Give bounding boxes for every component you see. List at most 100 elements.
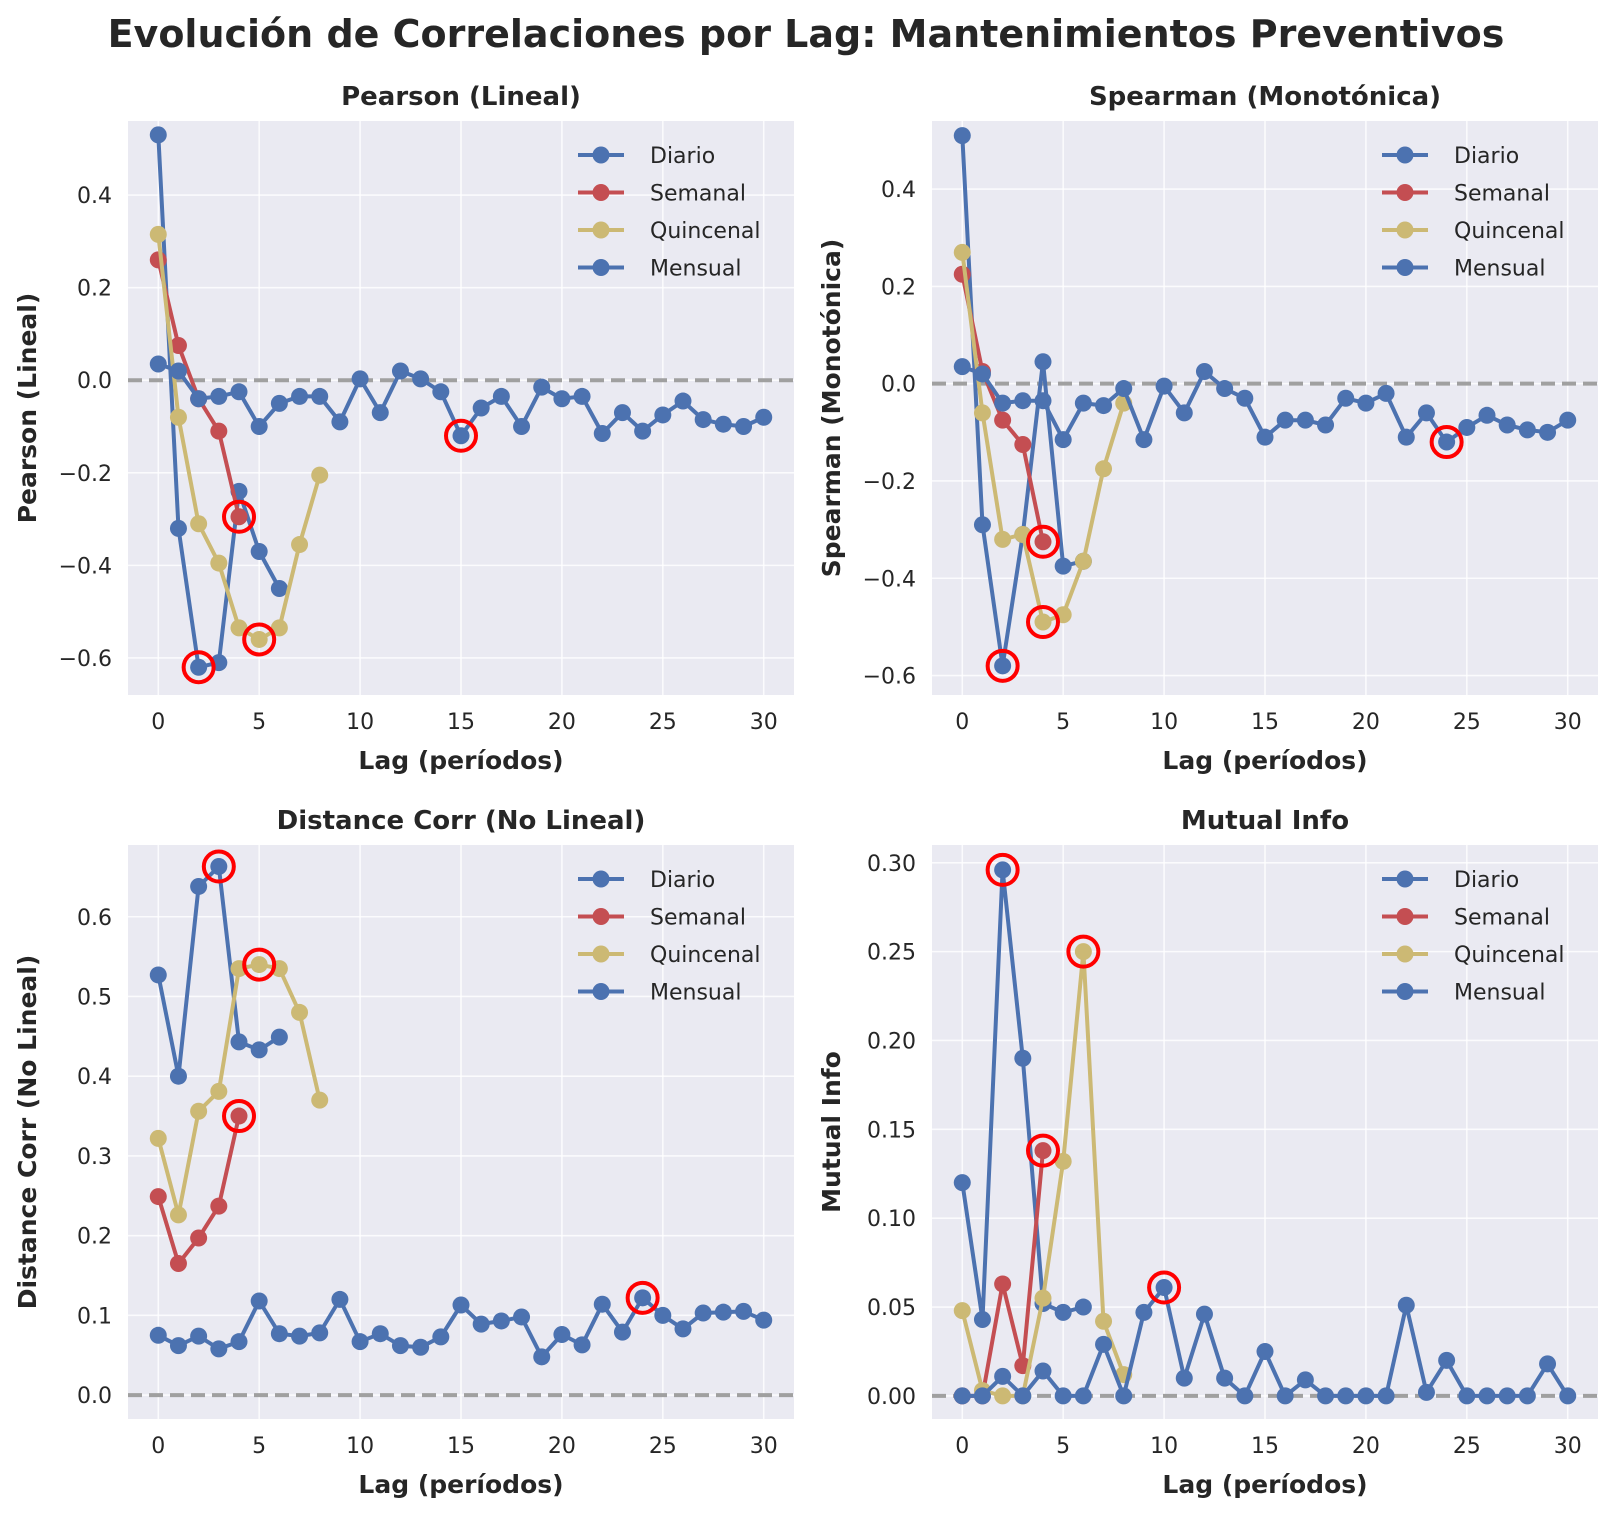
data-point xyxy=(714,415,732,433)
data-point xyxy=(1014,392,1032,410)
data-point xyxy=(210,858,228,876)
data-point xyxy=(169,408,187,426)
data-point xyxy=(613,1323,631,1341)
data-point xyxy=(1216,380,1234,398)
chart-title: Distance Corr (No Lineal) xyxy=(277,806,646,836)
data-point xyxy=(994,394,1012,412)
y-tick-label: 0.30 xyxy=(867,852,916,877)
data-point xyxy=(1357,394,1375,412)
best-lag-marker xyxy=(201,849,236,884)
x-tick-label: 5 xyxy=(252,1434,266,1459)
data-point xyxy=(1115,380,1133,398)
data-point xyxy=(1417,1383,1435,1401)
best-lag-marker xyxy=(985,852,1020,887)
data-point xyxy=(190,877,208,895)
data-point xyxy=(735,418,753,436)
data-point xyxy=(210,387,228,405)
data-point xyxy=(634,422,652,440)
legend-marker-quincenal xyxy=(592,221,610,239)
x-tick-label: 5 xyxy=(1056,1434,1070,1459)
data-point xyxy=(953,243,971,261)
data-point xyxy=(1175,1369,1193,1387)
data-point xyxy=(755,408,773,426)
data-point xyxy=(1135,1303,1153,1321)
data-point xyxy=(1397,1296,1415,1314)
data-point xyxy=(1155,1278,1173,1296)
data-point xyxy=(994,530,1012,548)
data-point xyxy=(1074,552,1092,570)
data-point xyxy=(331,413,349,431)
data-point xyxy=(674,1320,692,1338)
y-tick-label: −0.2 xyxy=(863,470,916,495)
series-quincenal xyxy=(149,225,329,648)
data-point xyxy=(230,619,248,637)
data-point xyxy=(270,619,288,637)
x-tick-label: 30 xyxy=(1554,1434,1582,1459)
data-point xyxy=(994,1275,1012,1293)
x-tick-label: 0 xyxy=(151,1434,165,1459)
legend-label-diario: Diario xyxy=(1454,868,1519,893)
legend-marker-diario xyxy=(1396,870,1414,888)
legend-label-diario: Diario xyxy=(650,868,715,893)
legend-label-quincenal: Quincenal xyxy=(650,219,760,244)
y-tick-label: 0.15 xyxy=(867,1118,916,1143)
series-mensual xyxy=(953,1278,1577,1405)
data-point xyxy=(1095,1312,1113,1330)
data-point xyxy=(472,399,490,417)
legend-label-diario: Diario xyxy=(1454,144,1519,169)
data-point xyxy=(190,1229,208,1247)
data-point xyxy=(994,411,1012,429)
data-point xyxy=(613,404,631,422)
legend-marker-quincenal xyxy=(1396,945,1414,963)
data-point xyxy=(412,1338,430,1356)
data-point xyxy=(169,1337,187,1355)
data-point xyxy=(953,127,971,145)
x-tick-label: 15 xyxy=(447,710,475,735)
data-point xyxy=(169,362,187,380)
data-point xyxy=(412,370,430,388)
x-tick-label: 0 xyxy=(151,710,165,735)
data-point xyxy=(994,657,1012,675)
data-point xyxy=(1296,411,1314,429)
series-diario xyxy=(149,126,288,676)
data-point xyxy=(1337,1387,1355,1405)
legend-label-mensual: Mensual xyxy=(650,257,741,282)
data-point xyxy=(230,508,248,526)
data-point xyxy=(1034,613,1052,631)
series-mensual xyxy=(953,358,1577,451)
data-point xyxy=(1034,1142,1052,1160)
y-axis-label: Mutual Info xyxy=(817,1051,846,1213)
y-tick-label: 0.2 xyxy=(77,277,112,302)
data-point xyxy=(472,1315,490,1333)
best-lag-marker xyxy=(222,499,256,534)
data-point xyxy=(149,225,167,243)
data-point xyxy=(994,1367,1012,1385)
data-point xyxy=(1438,433,1456,451)
series-quincenal xyxy=(149,956,329,1224)
series-diario xyxy=(149,858,288,1085)
y-tick-label: 0.00 xyxy=(867,1385,916,1410)
data-point xyxy=(973,1387,991,1405)
data-point xyxy=(694,1304,712,1322)
x-tick-label: 0 xyxy=(955,1434,969,1459)
legend-marker-quincenal xyxy=(592,945,610,963)
x-axis-label: Lag (períodos) xyxy=(358,1470,563,1499)
legend-label-mensual: Mensual xyxy=(650,981,741,1006)
legend-marker-diario xyxy=(592,870,610,888)
data-point xyxy=(953,358,971,376)
x-tick-label: 20 xyxy=(548,710,576,735)
figure-title: Evolución de Correlaciones por Lag: Mant… xyxy=(107,12,1505,56)
data-point xyxy=(735,1302,753,1320)
data-point xyxy=(994,1387,1012,1405)
data-point xyxy=(513,1308,531,1326)
best-lag-marker xyxy=(1026,524,1060,559)
data-point xyxy=(1175,404,1193,422)
data-point xyxy=(1397,428,1415,446)
legend: Diario Semanal Quincenal Mensual xyxy=(578,868,760,1006)
data-point xyxy=(1478,406,1496,424)
legend-label-semanal: Semanal xyxy=(650,182,746,207)
data-point xyxy=(291,387,309,405)
data-point xyxy=(1195,1305,1213,1323)
data-point xyxy=(1377,1387,1395,1405)
chart-title: Mutual Info xyxy=(1181,806,1349,836)
